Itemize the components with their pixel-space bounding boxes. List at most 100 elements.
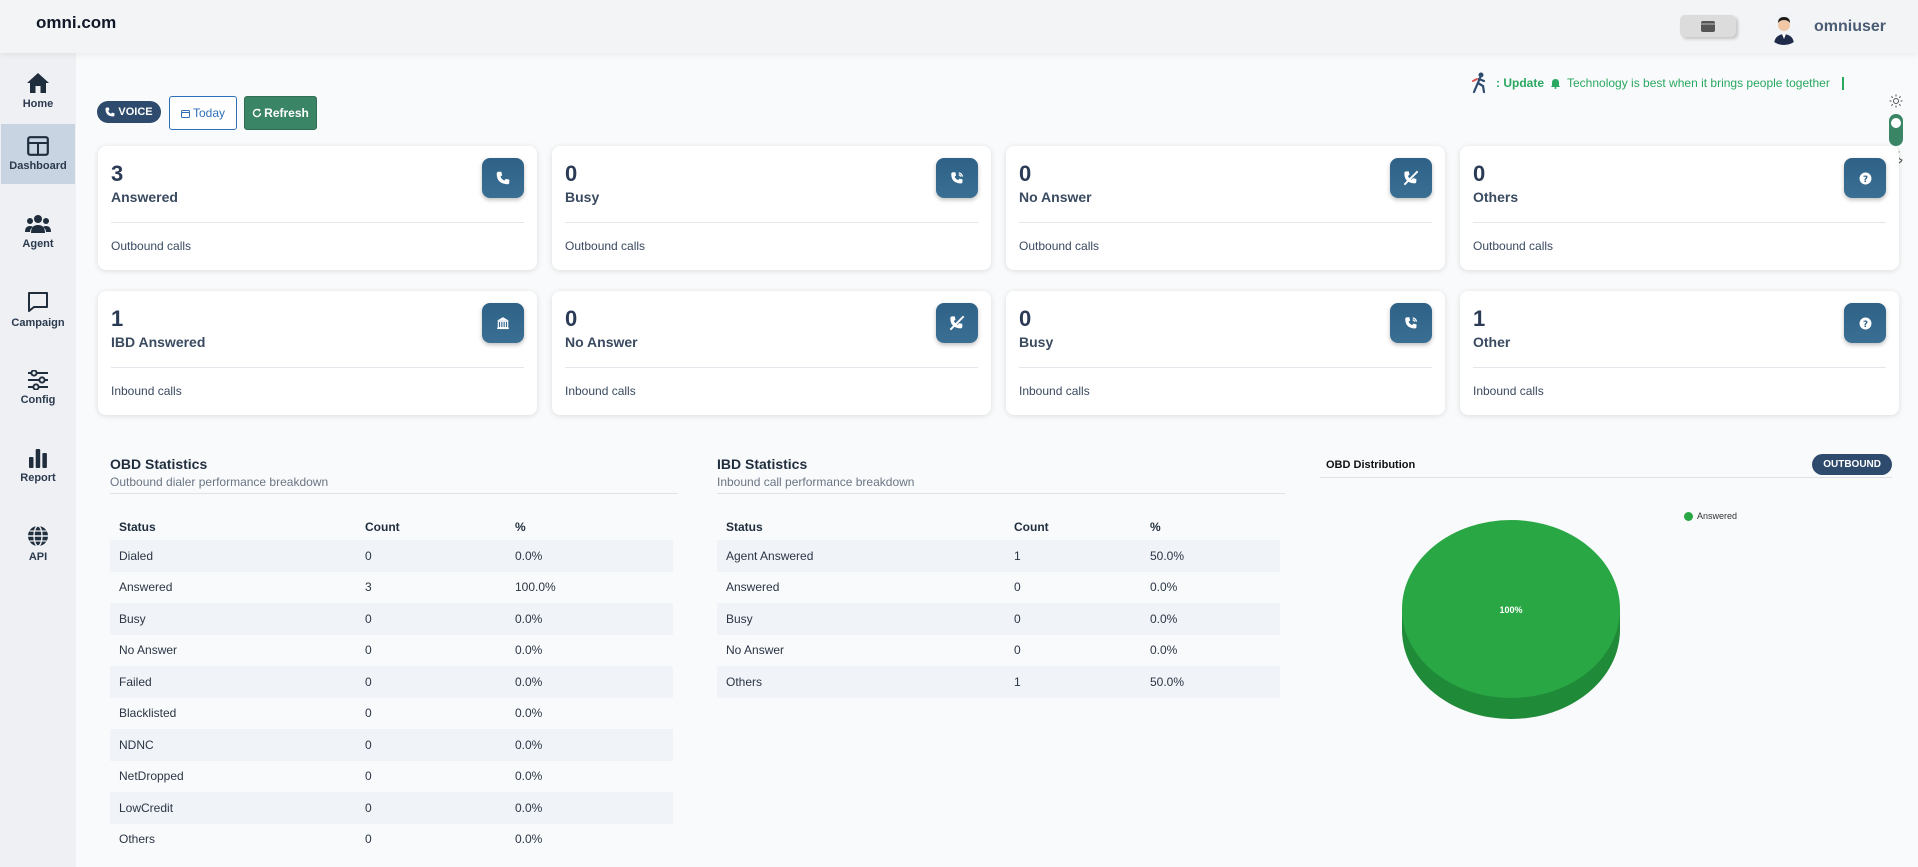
chat-icon <box>28 292 48 312</box>
section-title: IBD Statistics <box>717 456 808 472</box>
inbound-card-other: 1 Other Inbound calls ? <box>1460 291 1899 415</box>
sidebar-item-campaign[interactable]: Campaign <box>0 280 76 340</box>
card-value: 3 <box>111 161 124 186</box>
ticker-prefix: : Update <box>1496 76 1544 90</box>
card-title: No Answer <box>565 334 638 350</box>
card-icon-box: ? <box>1844 158 1886 198</box>
card-title: Busy <box>1019 334 1054 350</box>
sidebar-item-config[interactable]: Config <box>0 358 76 418</box>
refresh-button[interactable]: Refresh <box>244 96 317 130</box>
cell-count: 0 <box>356 603 506 635</box>
phone-icon <box>496 171 510 185</box>
distribution-pie-chart: 100% <box>1402 520 1620 719</box>
theme-switch[interactable] <box>1889 113 1903 146</box>
cell-count: 0 <box>1014 643 1021 658</box>
wallet-button[interactable] <box>1680 15 1736 37</box>
inbound-card-busy: 0 Busy Inbound calls <box>1006 291 1445 415</box>
sidebar-item-label: Report <box>20 472 56 484</box>
sidebar-item-label: API <box>28 551 48 563</box>
question-icon: ? <box>1859 317 1871 329</box>
cell-percent: 0.0% <box>515 832 543 847</box>
sidebar-item-dashboard[interactable]: Dashboard <box>1 124 75 184</box>
user-menu[interactable]: omniuser <box>1766 9 1886 45</box>
cell-status: Others <box>717 666 1005 698</box>
sidebar-item-api[interactable]: API <box>0 514 76 574</box>
cell-count: 0 <box>356 729 506 761</box>
chart-legend[interactable]: Answered <box>1684 511 1737 521</box>
sidebar-item-label: Campaign <box>11 317 65 329</box>
dashboard-icon <box>27 136 49 156</box>
column-header: % <box>515 520 526 534</box>
outbound-card-others: 0 Others Outbound calls ? <box>1460 146 1899 270</box>
ticker-caret <box>1841 76 1844 90</box>
outbound-card-answered: 3 Answered Outbound calls <box>98 146 537 270</box>
cell-percent: 0.0% <box>515 769 543 784</box>
wallet-icon <box>1701 20 1715 32</box>
card-title: Answered <box>111 189 178 205</box>
obd-stats-table: Status Count % Dialed 0 0.0% Answered 3 100.… <box>110 514 673 855</box>
cell-count: 1 <box>1005 666 1141 698</box>
sidebar-item-agent[interactable]: Agent <box>0 202 76 262</box>
sliders-icon <box>28 370 48 390</box>
inbound-card-ibd-answered: 1 IBD Answered Inbound calls <box>98 291 537 415</box>
card-title: Busy <box>565 189 600 205</box>
agents-icon <box>25 215 51 233</box>
cell-percent: 0.0% <box>506 792 673 824</box>
pie-slice-answered[interactable] <box>1402 520 1620 698</box>
column-header: Status <box>726 520 763 534</box>
avatar <box>1766 9 1802 45</box>
card-subtitle: Inbound calls <box>565 384 636 398</box>
section-title: OBD Statistics <box>110 456 208 472</box>
card-subtitle: Outbound calls <box>565 239 646 253</box>
app-logo[interactable]: omni.com <box>36 13 117 32</box>
card-subtitle: Inbound calls <box>111 384 182 398</box>
cell-percent: 0.0% <box>515 643 543 658</box>
outbound-tag[interactable]: OUTBOUND <box>1812 454 1892 475</box>
table-row: NetDropped 0 0.0% <box>110 761 673 793</box>
cell-status: Busy <box>110 603 356 635</box>
card-value: 0 <box>1019 306 1032 331</box>
phone-missed-icon <box>949 315 965 331</box>
legend-label: Answered <box>1697 511 1738 521</box>
card-title: IBD Answered <box>111 334 206 350</box>
sidebar-item-home[interactable]: Home <box>0 61 76 121</box>
inbound-card-no-answer: 0 No Answer Inbound calls <box>552 291 991 415</box>
phone-icon <box>105 107 115 117</box>
cell-status: Others <box>119 832 156 847</box>
cell-percent: 50.0% <box>1141 666 1280 698</box>
cell-count: 3 <box>365 580 372 595</box>
question-icon: ? <box>1859 172 1871 184</box>
today-button[interactable]: Today <box>169 96 237 130</box>
running-person-icon <box>1472 72 1486 94</box>
table-row: Agent Answered 1 50.0% <box>717 540 1280 572</box>
cell-status: Agent Answered <box>717 540 1005 572</box>
table-row: No Answer 0 0.0% <box>110 635 673 667</box>
refresh-icon <box>253 108 262 118</box>
pie-slice-label: 100% <box>1499 605 1522 615</box>
cell-status: Blacklisted <box>119 706 177 721</box>
card-value: 0 <box>565 306 578 331</box>
distribution-title: OBD Distribution <box>1326 458 1416 471</box>
cell-count: 0 <box>365 706 372 721</box>
card-subtitle: Outbound calls <box>1473 239 1554 253</box>
obd-statistics: OBD Statistics Outbound dialer performan… <box>110 456 678 855</box>
sidebar-item-label: Home <box>22 98 54 110</box>
cell-status: NDNC <box>110 729 356 761</box>
calendar-icon <box>180 109 190 118</box>
legend-swatch <box>1684 511 1693 521</box>
voice-toggle[interactable]: VOICE <box>97 101 161 123</box>
sidebar-item-label: Dashboard <box>9 160 67 172</box>
card-value: 1 <box>111 306 124 331</box>
cell-count: 0 <box>356 666 506 698</box>
card-value: 0 <box>1019 161 1032 186</box>
cell-status: Failed <box>110 666 356 698</box>
card-icon-box <box>482 303 524 343</box>
column-header: Status <box>119 520 156 534</box>
cell-count: 0 <box>365 769 372 784</box>
obd-distribution: OBD Distribution OUTBOUND <box>1320 452 1892 478</box>
cell-count: 0 <box>1014 580 1021 595</box>
sidebar-item-report[interactable]: Report <box>0 436 76 496</box>
sidebar-item-label: Config <box>20 394 56 406</box>
table-row: Others 1 50.0% <box>717 666 1280 698</box>
card-subtitle: Outbound calls <box>1019 239 1100 253</box>
